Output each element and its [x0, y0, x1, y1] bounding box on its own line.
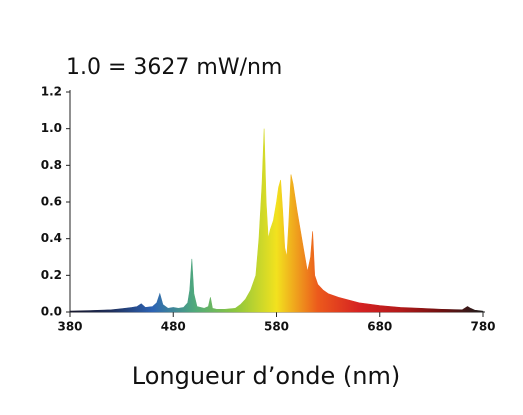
y-tick-label: 0.8 — [41, 158, 62, 172]
x-tick-label: 480 — [161, 320, 186, 334]
x-tick-label: 380 — [57, 320, 82, 334]
x-tick-label: 580 — [264, 320, 289, 334]
x-tick-label: 780 — [470, 320, 495, 334]
y-tick-label: 0.0 — [41, 305, 62, 319]
x-axis-label: Longueur d’onde (nm) — [132, 362, 400, 390]
y-tick-label: 0.4 — [41, 231, 62, 245]
y-tick-label: 1.2 — [41, 85, 62, 99]
y-tick-label: 0.6 — [41, 195, 62, 209]
chart-title: 1.0 = 3627 mW/nm — [66, 55, 282, 80]
spectrum-area — [69, 128, 484, 313]
y-tick-label: 1.0 — [41, 121, 62, 135]
y-tick-label: 0.2 — [41, 268, 62, 282]
x-tick-label: 680 — [367, 320, 392, 334]
